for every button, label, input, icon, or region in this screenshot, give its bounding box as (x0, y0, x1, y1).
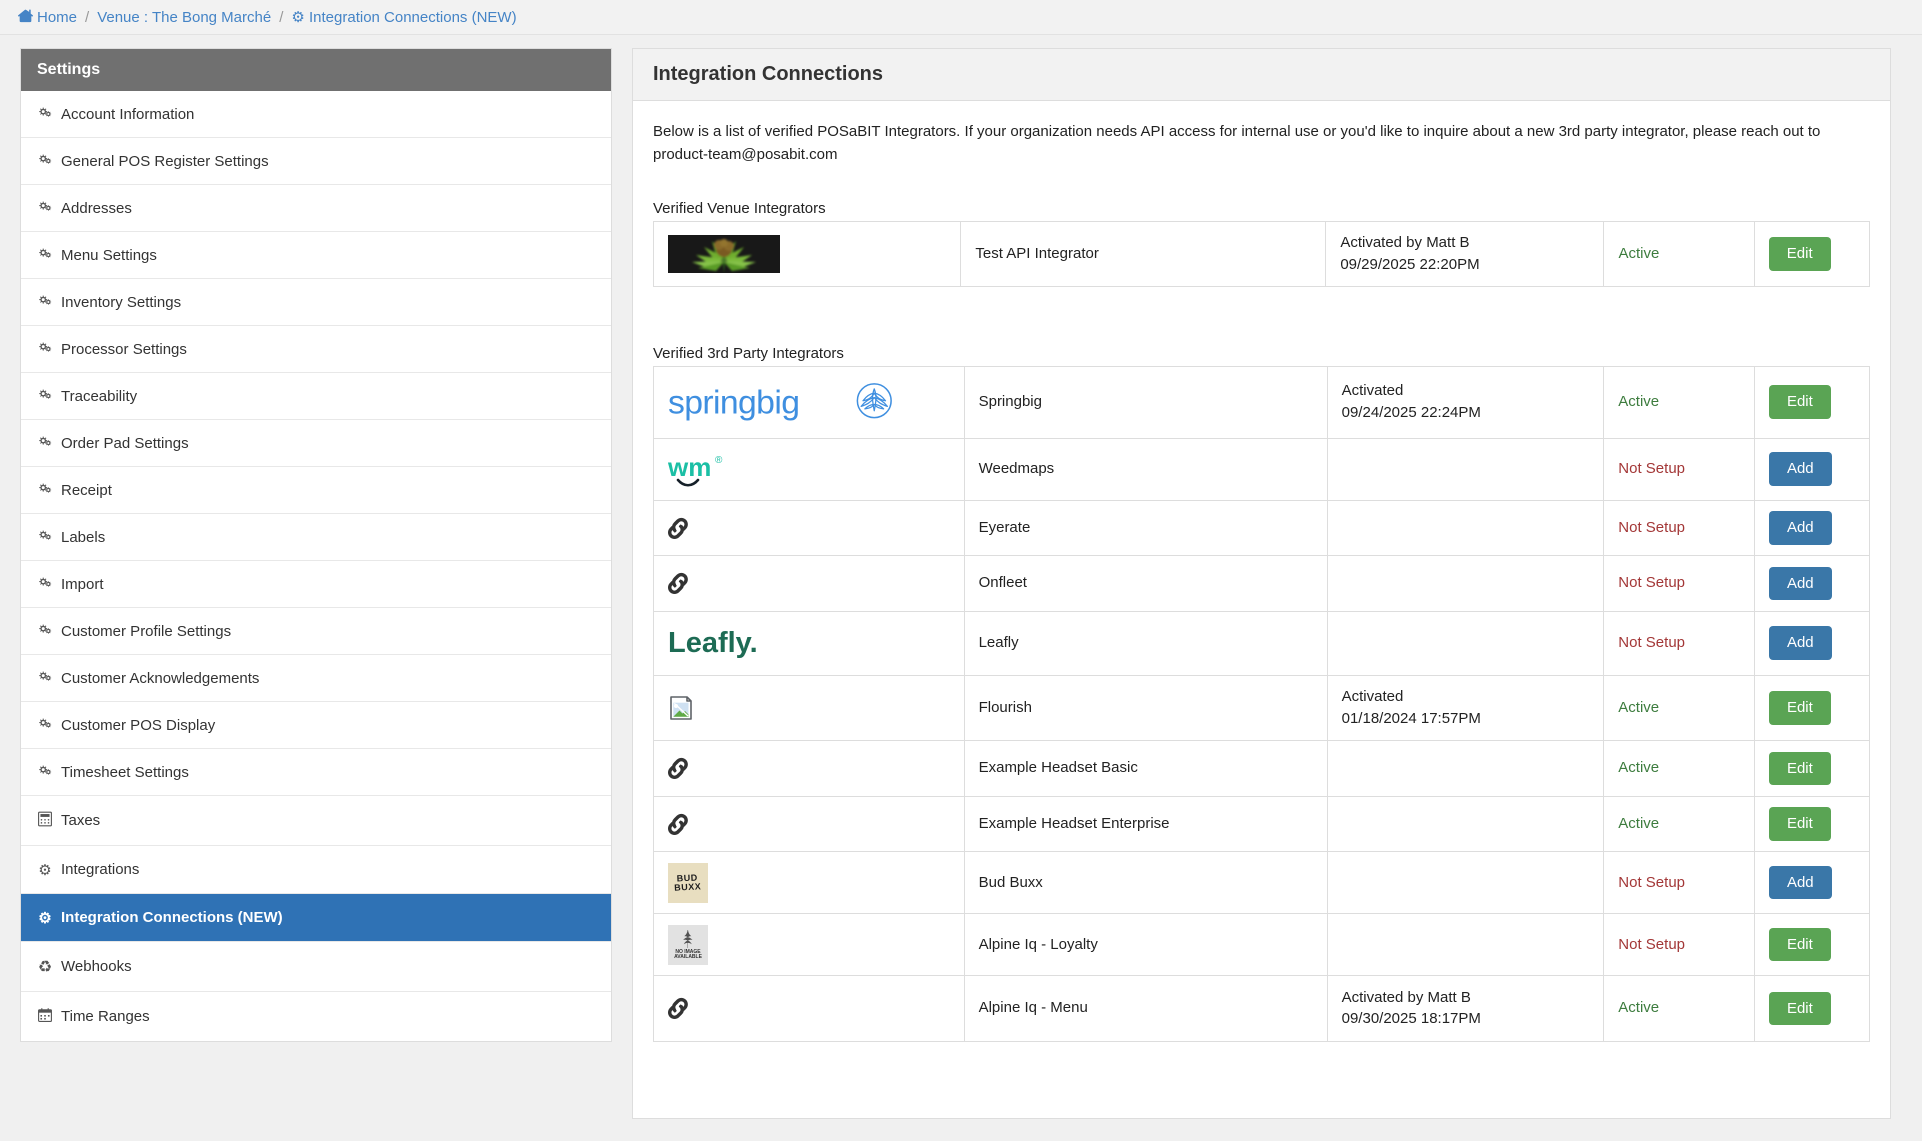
svg-text:®: ® (715, 455, 723, 466)
svg-text:springbig: springbig (668, 383, 799, 421)
svg-text:wm: wm (668, 452, 711, 482)
